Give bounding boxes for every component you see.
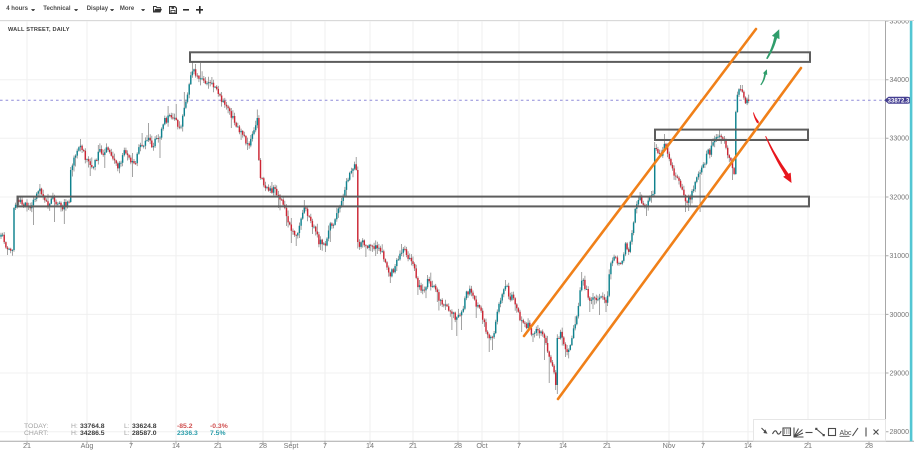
svg-text:14: 14: [172, 441, 180, 450]
svg-text:21: 21: [409, 441, 417, 450]
svg-text:14: 14: [744, 441, 752, 450]
svg-text:33000: 33000: [890, 136, 910, 143]
svg-text:7: 7: [323, 441, 327, 450]
svg-text:Aug: Aug: [81, 441, 94, 450]
svg-text:7: 7: [701, 441, 705, 450]
svg-text:14: 14: [366, 441, 374, 450]
svg-text:7: 7: [129, 441, 133, 450]
svg-text:21: 21: [603, 441, 611, 450]
svg-text:34000: 34000: [890, 77, 910, 84]
svg-text:28: 28: [454, 441, 462, 450]
svg-text:30000: 30000: [890, 312, 910, 319]
svg-text:14: 14: [559, 441, 567, 450]
svg-text:31000: 31000: [890, 253, 910, 260]
svg-text:Abc: Abc: [840, 430, 853, 437]
svg-text:21: 21: [804, 441, 812, 450]
svg-text:28000: 28000: [890, 429, 910, 436]
svg-text:33872.3: 33872.3: [888, 99, 910, 105]
svg-text:35000: 35000: [890, 18, 910, 25]
svg-text:28: 28: [865, 441, 873, 450]
svg-text:32000: 32000: [890, 194, 910, 201]
svg-text:28: 28: [259, 441, 267, 450]
svg-text:Sept: Sept: [284, 441, 299, 450]
svg-text:Nov: Nov: [663, 441, 676, 450]
svg-text:Oct: Oct: [476, 441, 487, 450]
svg-text:29000: 29000: [890, 370, 910, 377]
svg-text:21: 21: [214, 441, 222, 450]
svg-text:21: 21: [23, 441, 31, 450]
svg-text:7: 7: [517, 441, 521, 450]
